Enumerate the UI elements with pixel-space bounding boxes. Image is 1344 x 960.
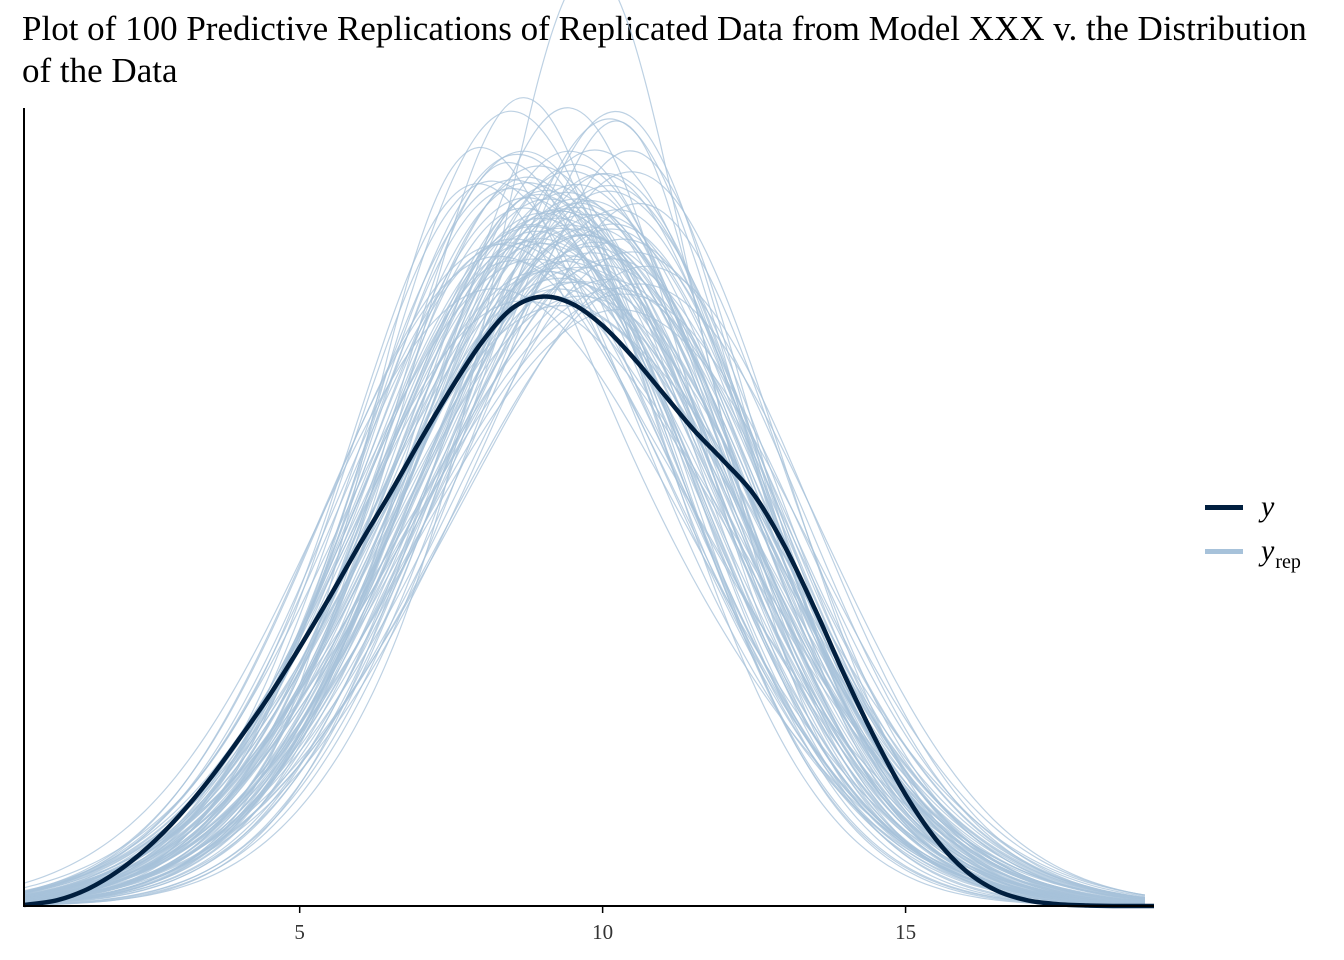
yrep-line-56	[23, 213, 1145, 905]
yrep-line-94	[23, 270, 1145, 904]
yrep-line-24	[23, 0, 1145, 906]
x-tick-label-15: 15	[895, 920, 916, 944]
yrep-line-68	[23, 234, 1145, 900]
yrep-line-48	[23, 193, 1145, 904]
yrep-line-82	[23, 264, 1145, 902]
yrep-line-90	[23, 258, 1145, 901]
yrep-line-95	[23, 288, 1145, 900]
yrep-line-85	[23, 212, 1145, 906]
x-axis-ticks: 5 10 15	[294, 906, 916, 944]
yrep-series-group	[23, 0, 1145, 907]
yrep-line-22	[23, 243, 1145, 906]
x-tick-label-5: 5	[294, 920, 305, 944]
legend-key-yrep	[1205, 548, 1243, 554]
yrep-line-66	[23, 183, 1145, 906]
x-tick-label-10: 10	[592, 920, 613, 944]
legend-label-y: y	[1261, 490, 1275, 523]
yrep-line-47	[23, 197, 1145, 906]
yrep-line-69	[23, 266, 1145, 901]
legend-item-yrep: yrep	[1205, 529, 1301, 573]
legend-label-yrep: yrep	[1261, 534, 1301, 573]
yrep-line-43	[23, 179, 1145, 907]
yrep-line-97	[23, 260, 1145, 901]
yrep-line-78	[23, 176, 1145, 906]
y-line	[23, 294, 1155, 909]
yrep-line-75	[23, 173, 1145, 905]
yrep-line-91	[23, 281, 1145, 903]
yrep-line-23	[23, 184, 1145, 905]
yrep-line-45	[23, 180, 1145, 905]
legend-key-y	[1205, 504, 1243, 510]
legend-item-y: y	[1205, 485, 1301, 529]
yrep-line-92	[23, 251, 1145, 902]
yrep-line-58	[23, 278, 1145, 899]
yrep-line-28	[23, 146, 1145, 904]
yrep-line-37	[23, 150, 1145, 906]
chart-title: Plot of 100 Predictive Replications of R…	[22, 9, 1307, 90]
yrep-line-4	[23, 270, 1145, 902]
yrep-line-72	[23, 238, 1145, 905]
legend-label-yrep-subscript: rep	[1275, 551, 1301, 573]
yrep-line-87	[23, 198, 1145, 905]
yrep-line-96	[23, 217, 1145, 906]
yrep-line-86	[23, 150, 1145, 907]
y-series-group	[23, 294, 1155, 909]
yrep-line-54	[23, 184, 1145, 905]
legend: y yrep	[1205, 485, 1301, 573]
yrep-line-74	[23, 252, 1145, 903]
